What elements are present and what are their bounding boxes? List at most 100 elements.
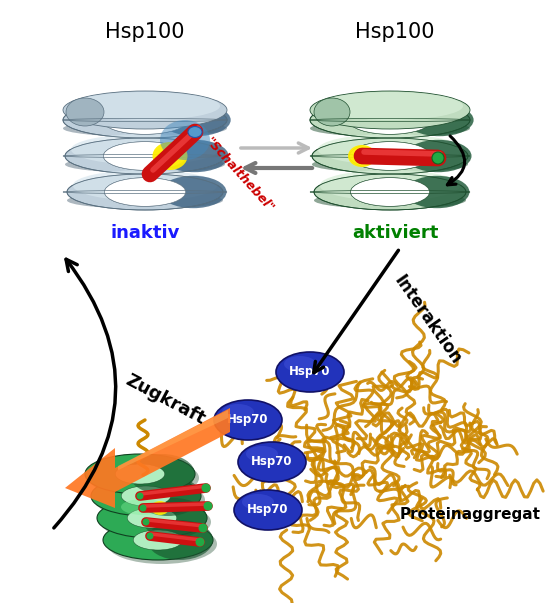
Ellipse shape bbox=[351, 178, 430, 206]
FancyArrowPatch shape bbox=[241, 143, 309, 153]
Ellipse shape bbox=[198, 523, 208, 532]
Ellipse shape bbox=[316, 98, 464, 129]
Ellipse shape bbox=[161, 104, 231, 136]
Ellipse shape bbox=[234, 490, 302, 530]
Ellipse shape bbox=[105, 146, 185, 170]
Ellipse shape bbox=[320, 170, 460, 201]
Ellipse shape bbox=[317, 92, 463, 120]
Ellipse shape bbox=[66, 98, 104, 126]
Text: aktiviert: aktiviert bbox=[352, 224, 438, 242]
Ellipse shape bbox=[101, 502, 211, 542]
Ellipse shape bbox=[104, 178, 185, 206]
Ellipse shape bbox=[314, 98, 350, 126]
Ellipse shape bbox=[122, 486, 171, 506]
Ellipse shape bbox=[70, 92, 220, 120]
Ellipse shape bbox=[141, 498, 207, 538]
Ellipse shape bbox=[129, 454, 195, 494]
FancyArrowPatch shape bbox=[245, 163, 312, 173]
Ellipse shape bbox=[97, 498, 207, 538]
Ellipse shape bbox=[127, 508, 177, 528]
FancyArrowPatch shape bbox=[447, 136, 465, 185]
Ellipse shape bbox=[102, 106, 188, 134]
Ellipse shape bbox=[91, 476, 201, 516]
Ellipse shape bbox=[202, 484, 211, 493]
Text: Proteinaggregat: Proteinaggregat bbox=[399, 508, 540, 523]
Ellipse shape bbox=[107, 524, 217, 564]
Ellipse shape bbox=[349, 142, 431, 170]
Ellipse shape bbox=[85, 454, 195, 494]
Text: "Schalthebel": "Schalthebel" bbox=[203, 135, 277, 215]
Ellipse shape bbox=[351, 146, 429, 170]
Ellipse shape bbox=[405, 104, 474, 136]
Ellipse shape bbox=[242, 494, 274, 510]
Ellipse shape bbox=[73, 170, 217, 201]
Ellipse shape bbox=[314, 192, 466, 209]
Text: Zugkraft: Zugkraft bbox=[122, 371, 208, 429]
Ellipse shape bbox=[151, 501, 169, 515]
Text: Hsp70: Hsp70 bbox=[251, 455, 293, 469]
Ellipse shape bbox=[318, 134, 462, 165]
Ellipse shape bbox=[63, 120, 227, 137]
Ellipse shape bbox=[104, 110, 186, 134]
Ellipse shape bbox=[351, 178, 430, 206]
Ellipse shape bbox=[310, 102, 470, 138]
Ellipse shape bbox=[121, 499, 165, 515]
Ellipse shape bbox=[89, 458, 199, 498]
Ellipse shape bbox=[65, 138, 225, 174]
Ellipse shape bbox=[195, 537, 204, 546]
Ellipse shape bbox=[65, 156, 225, 173]
Ellipse shape bbox=[246, 446, 278, 462]
Ellipse shape bbox=[104, 178, 185, 206]
Ellipse shape bbox=[348, 145, 376, 167]
Ellipse shape bbox=[104, 142, 186, 170]
Ellipse shape bbox=[137, 493, 143, 499]
Text: Interaktion: Interaktion bbox=[390, 272, 465, 368]
Polygon shape bbox=[118, 410, 228, 470]
Ellipse shape bbox=[139, 505, 147, 511]
Ellipse shape bbox=[203, 502, 212, 511]
Ellipse shape bbox=[188, 127, 202, 137]
Text: inaktiv: inaktiv bbox=[110, 224, 180, 242]
Ellipse shape bbox=[222, 404, 254, 420]
Ellipse shape bbox=[312, 138, 468, 174]
Ellipse shape bbox=[133, 530, 183, 550]
Ellipse shape bbox=[67, 174, 223, 210]
Ellipse shape bbox=[310, 120, 470, 137]
Text: Hsp70: Hsp70 bbox=[227, 414, 269, 426]
Ellipse shape bbox=[147, 532, 153, 540]
FancyArrowPatch shape bbox=[54, 259, 116, 528]
Ellipse shape bbox=[103, 520, 213, 560]
Ellipse shape bbox=[349, 142, 431, 170]
Ellipse shape bbox=[238, 442, 306, 482]
FancyArrowPatch shape bbox=[314, 250, 398, 373]
Text: Hsp100: Hsp100 bbox=[355, 22, 435, 42]
Ellipse shape bbox=[160, 176, 226, 208]
Ellipse shape bbox=[405, 176, 469, 208]
Ellipse shape bbox=[310, 91, 470, 129]
Ellipse shape bbox=[152, 142, 188, 170]
Ellipse shape bbox=[102, 106, 188, 134]
Ellipse shape bbox=[67, 192, 223, 209]
Ellipse shape bbox=[214, 400, 282, 440]
Ellipse shape bbox=[352, 182, 428, 206]
Ellipse shape bbox=[312, 156, 468, 173]
Polygon shape bbox=[65, 408, 230, 508]
Ellipse shape bbox=[314, 174, 466, 210]
Ellipse shape bbox=[95, 480, 205, 520]
Ellipse shape bbox=[147, 520, 213, 560]
Ellipse shape bbox=[63, 102, 227, 138]
Ellipse shape bbox=[405, 140, 472, 172]
Ellipse shape bbox=[142, 519, 150, 525]
Ellipse shape bbox=[432, 152, 444, 164]
Text: Hsp70: Hsp70 bbox=[248, 504, 289, 517]
Ellipse shape bbox=[71, 134, 219, 165]
Ellipse shape bbox=[161, 140, 228, 172]
Ellipse shape bbox=[160, 120, 210, 160]
Ellipse shape bbox=[69, 98, 221, 129]
Ellipse shape bbox=[115, 464, 165, 484]
Ellipse shape bbox=[104, 142, 186, 170]
Ellipse shape bbox=[284, 356, 316, 372]
Ellipse shape bbox=[348, 106, 432, 134]
Ellipse shape bbox=[276, 352, 344, 392]
Ellipse shape bbox=[350, 110, 430, 134]
